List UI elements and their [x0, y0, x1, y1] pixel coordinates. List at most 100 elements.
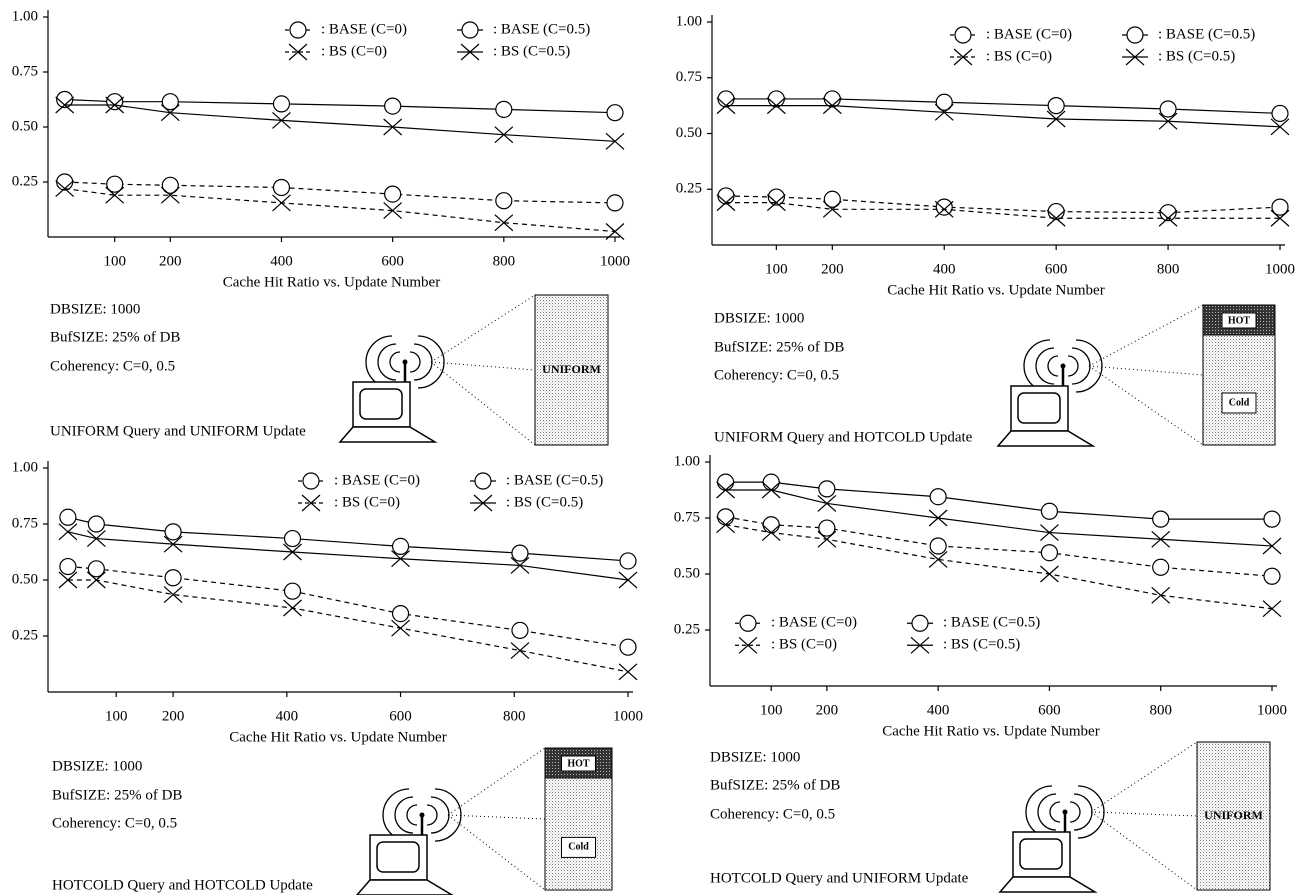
series-line	[726, 490, 1272, 546]
note: Coherency: C=0, 0.5	[714, 367, 839, 383]
marker	[496, 193, 512, 209]
diagram: HOTCold	[357, 748, 612, 895]
marker-cross	[284, 600, 302, 616]
x-tick-label: 100	[103, 253, 126, 269]
signal-wave	[407, 805, 417, 825]
marker	[1153, 511, 1169, 527]
series-line	[726, 482, 1272, 519]
y-tick-label: 0.50	[12, 571, 38, 587]
caption: UNIFORM Query and HOTCOLD Update	[714, 429, 973, 445]
marker	[607, 105, 623, 121]
marker	[1048, 98, 1064, 114]
legend-label: : BASE (C=0)	[986, 26, 1072, 42]
legend-label: : BASE (C=0.5)	[1158, 26, 1255, 42]
legend-label: : BASE (C=0)	[321, 21, 407, 37]
screen	[1018, 393, 1060, 423]
series	[57, 92, 623, 121]
marker	[290, 22, 306, 38]
box-label: HOT	[567, 758, 590, 769]
x-tick-label: 400	[927, 702, 950, 718]
box-label: UNIFORM	[1204, 808, 1263, 822]
keyboard	[340, 427, 435, 442]
marker	[930, 489, 946, 505]
marker	[718, 474, 734, 490]
signal-wave	[1074, 794, 1092, 830]
x-tick-label: 100	[765, 261, 788, 277]
y-tick-label: 0.50	[12, 118, 38, 134]
marker	[1048, 204, 1064, 220]
marker-cross	[619, 664, 637, 680]
x-tick-label: 600	[389, 708, 412, 724]
series	[718, 188, 1288, 221]
series	[717, 482, 1281, 554]
marker	[818, 495, 836, 511]
series-line	[68, 532, 628, 580]
note: DBSIZE: 1000	[710, 749, 800, 765]
y-tick-label: 1.00	[12, 459, 38, 475]
marker	[763, 474, 779, 490]
marker	[393, 606, 409, 622]
marker	[273, 180, 289, 196]
figure: 0.250.500.751.001002004006008001000Cache…	[0, 0, 1313, 895]
signal-wave	[1070, 802, 1080, 822]
series-line	[726, 203, 1280, 219]
legend-label: : BS (C=0.5)	[1158, 48, 1235, 64]
marker	[1040, 566, 1058, 582]
marker	[740, 615, 756, 631]
marker	[819, 481, 835, 497]
note: BufSIZE: 25% of DB	[50, 329, 180, 345]
series	[718, 509, 1280, 584]
marker	[954, 49, 972, 65]
legend-label: : BASE (C=0)	[334, 472, 420, 488]
series-line	[65, 189, 615, 232]
signal-wave	[427, 805, 437, 825]
marker-cross	[929, 510, 947, 526]
marker	[1153, 559, 1169, 575]
keyboard	[1000, 877, 1095, 892]
marker	[392, 620, 410, 636]
y-tick-label: 0.75	[12, 515, 38, 531]
series	[717, 98, 1289, 135]
x-tick-label: 600	[1045, 261, 1068, 277]
marker-cross	[511, 643, 529, 659]
marker	[385, 186, 401, 202]
x-tick-label: 1000	[1257, 702, 1287, 718]
marker-cross	[495, 215, 513, 231]
signal-wave	[1024, 340, 1050, 392]
marker	[495, 215, 513, 231]
diagram: UNIFORM	[1000, 742, 1270, 892]
beam	[448, 748, 545, 815]
beam	[1089, 366, 1203, 445]
legend: : BASE (C=0): BASE (C=0.5): BS (C=0): BS…	[950, 26, 1255, 65]
series-line	[68, 517, 628, 561]
marker	[475, 473, 491, 489]
beam	[431, 295, 535, 362]
beam	[1089, 305, 1203, 366]
series	[60, 509, 636, 569]
x-axis-label: Cache Hit Ratio vs. Update Number	[223, 274, 440, 290]
marker-cross	[1152, 587, 1170, 603]
y-tick-label: 0.50	[676, 125, 702, 141]
x-tick-label: 400	[933, 261, 956, 277]
signal-wave	[390, 352, 400, 372]
marker-cross	[289, 44, 307, 60]
series	[56, 181, 624, 240]
marker	[512, 545, 528, 561]
marker	[1263, 601, 1281, 617]
legend: : BASE (C=0): BASE (C=0.5): BS (C=0): BS…	[298, 472, 603, 511]
marker	[385, 98, 401, 114]
caption: HOTCOLD Query and HOTCOLD Update	[52, 877, 313, 893]
screen	[360, 389, 402, 419]
y-tick-label: 0.50	[674, 565, 700, 581]
marker	[768, 91, 784, 107]
signal-wave	[410, 352, 420, 372]
y-tick-label: 0.25	[12, 627, 38, 643]
signal-wave	[395, 797, 413, 833]
page: {"chart_data": [ {"type": "line", "x_lab…	[0, 0, 1313, 895]
x-tick-label: 200	[159, 253, 182, 269]
marker	[619, 664, 637, 680]
beam	[431, 362, 535, 445]
legend-label: : BASE (C=0)	[771, 615, 857, 631]
marker-cross	[818, 495, 836, 511]
legend-label: : BS (C=0.5)	[943, 637, 1020, 653]
